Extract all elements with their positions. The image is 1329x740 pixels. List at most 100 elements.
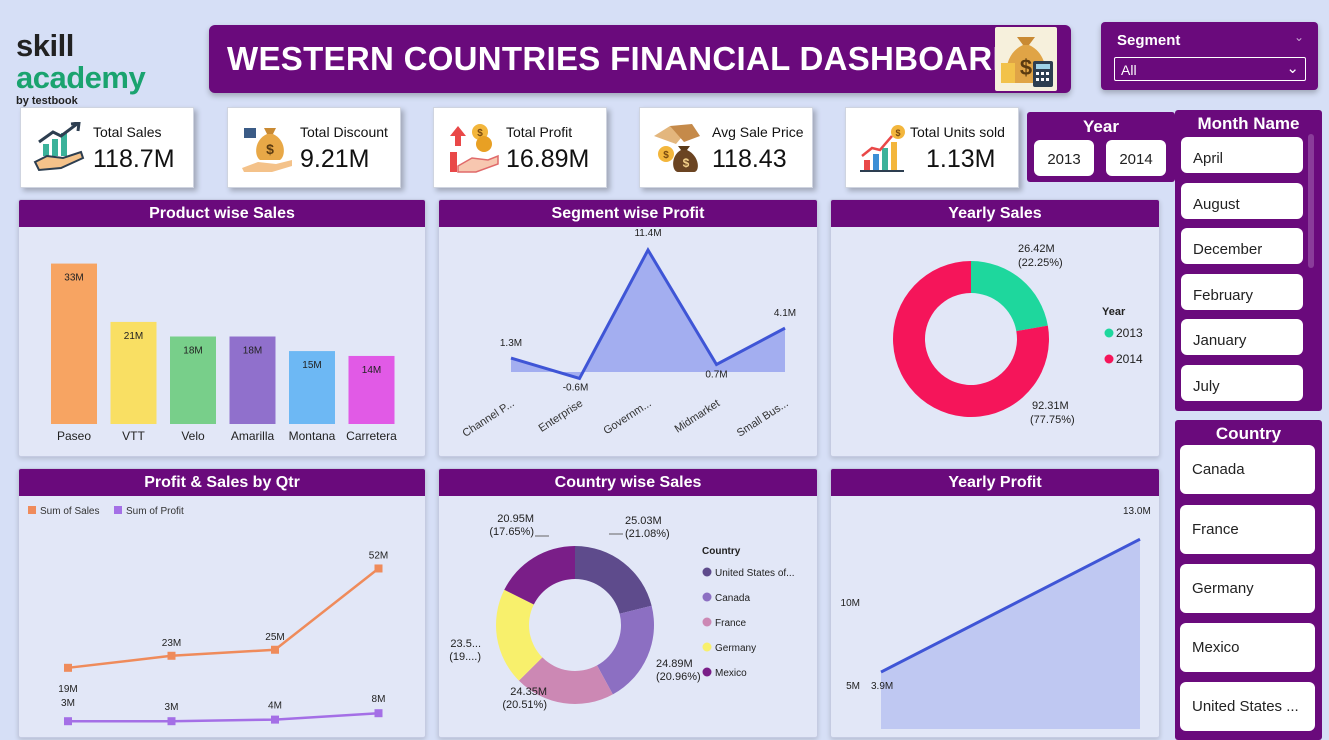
chevron-collapse-icon[interactable]: ⌄ (1293, 30, 1304, 44)
slice-data-label: (17.65%) (489, 526, 534, 538)
legend-marker (702, 617, 712, 627)
data-label: 3.9M (871, 681, 893, 692)
month-option-december[interactable]: December (1181, 228, 1303, 264)
series-line (68, 711, 379, 723)
month-option-april[interactable]: April (1181, 137, 1303, 173)
legend-marker (1104, 328, 1114, 338)
area-fill (511, 250, 785, 379)
legend-label: 2013 (1116, 326, 1143, 340)
x-tick-label: Midmarket (673, 397, 723, 435)
y-tick-label: 10M (841, 598, 860, 609)
bar (348, 355, 395, 424)
series-marker (271, 645, 279, 654)
kpi-title: Total Discount (300, 124, 388, 140)
month-scrollbar[interactable] (1308, 134, 1314, 268)
bar-data-label: 33M (64, 273, 83, 284)
data-label: 3M (165, 702, 179, 713)
kpi-total-discount: $ Total Discount 9.21M (227, 107, 401, 188)
x-tick-label: Governm... (601, 397, 653, 437)
x-tick-label: Montana (289, 429, 336, 443)
month-slicer: Month Name April August December Februar… (1175, 110, 1322, 411)
brand-logo: skill academy by testbook (16, 28, 206, 108)
y-tick-label: 5M (846, 681, 860, 692)
page-title: WESTERN COUNTRIES FINANCIAL DASHBOARD (227, 40, 1017, 77)
x-tick-label: Amarilla (231, 429, 275, 443)
slice-data-label: 25.03M (625, 515, 662, 527)
bar-data-label: 21M (124, 331, 143, 342)
series-marker (271, 715, 279, 724)
donut-slice (575, 546, 652, 614)
year-option-2013[interactable]: 2013 (1034, 140, 1094, 176)
slice-data-label: (20.96%) (656, 671, 701, 683)
data-label: 11.4M (634, 228, 661, 239)
svg-text:$: $ (477, 128, 483, 139)
slice-data-label: (22.25%) (1018, 257, 1063, 269)
slice-data-label: 26.42M (1018, 243, 1055, 255)
bar (170, 336, 216, 424)
svg-text:$: $ (663, 150, 669, 161)
qtr-card: Profit & Sales by Qtr Sum of Sales Sum of… (18, 468, 426, 738)
bar (51, 263, 97, 424)
legend-label: Sum of Sales (40, 506, 99, 517)
country-option-germany[interactable]: Germany (1180, 564, 1315, 613)
kpi-avg-sale-price: $ $ Avg Sale Price 118.43 (639, 107, 813, 188)
year-label: Year (1083, 117, 1119, 136)
money-bag-hand-icon: $ (240, 122, 294, 174)
month-option-february[interactable]: February (1181, 274, 1303, 310)
month-option-january[interactable]: January (1181, 319, 1303, 355)
legend-title: Year (1102, 306, 1126, 318)
x-tick-label: VTT (122, 429, 145, 443)
segment-value: All (1121, 62, 1137, 78)
slice-data-label: (19....) (449, 651, 481, 663)
x-tick-label: Small Bus... (735, 397, 791, 439)
series-marker (64, 717, 72, 726)
data-label: 0.7M (705, 370, 727, 381)
x-tick-label: Enterprise (537, 397, 586, 434)
logo-text-a: skill (16, 28, 74, 63)
slice-data-label: (20.51%) (502, 699, 547, 711)
country-option-united-states[interactable]: United States ... (1180, 682, 1315, 731)
country-option-canada[interactable]: Canada (1180, 445, 1315, 494)
month-option-august[interactable]: August (1181, 183, 1303, 219)
segment-profit-chart: 1.3M Channel P... -0.6M Enterprise 11.4M Gove… (461, 228, 797, 440)
year-option-2014[interactable]: 2014 (1106, 140, 1166, 176)
series-marker (374, 709, 383, 718)
qtr-chart: Sum of Sales Sum of Profit 19M 23M 25M 52M 3M 3… (28, 506, 388, 726)
slice-data-label: (77.75%) (1030, 414, 1075, 426)
country-slicer: Country Canada France Germany Mexico Uni… (1175, 420, 1322, 740)
legend-label: Mexico (715, 668, 747, 679)
bar-data-label: 18M (183, 346, 202, 357)
donut-slice (496, 589, 543, 681)
legend-marker (28, 506, 36, 514)
chart-title: Country wise Sales (439, 469, 817, 496)
x-tick-label: Channel P... (461, 397, 517, 439)
yearly-sales-chart: 26.42M (22.25%) 92.31M (77.75%) Year 2013 2014 (893, 243, 1143, 426)
product-sales-card: Product wise Sales 33M Paseo 21M VTT 18M Velo… (18, 199, 426, 457)
slice-data-label: 24.89M (656, 658, 693, 670)
kpi-title: Total Sales (93, 124, 162, 140)
kpi-title: Avg Sale Price (712, 124, 804, 140)
legend-label: 2014 (1116, 352, 1143, 366)
chart-title: Product wise Sales (19, 200, 425, 227)
svg-text:$: $ (1020, 55, 1032, 80)
units-chart-icon: $ (858, 122, 912, 174)
segment-slicer: Segment ⌄ All ⌄ (1101, 22, 1318, 90)
segment-dropdown[interactable]: All ⌄ (1114, 57, 1306, 81)
kpi-total-sales: Total Sales 118.7M (20, 107, 194, 188)
segment-label: Segment (1117, 32, 1181, 49)
kpi-title: Total Units sold (910, 124, 1005, 140)
chart-title: Profit & Sales by Qtr (19, 469, 425, 496)
svg-text:$: $ (895, 128, 900, 138)
legend-label: Germany (715, 643, 756, 654)
profit-coins-icon: $ (446, 122, 500, 174)
legend-label: United States of... (715, 568, 795, 579)
month-option-july[interactable]: July (1181, 365, 1303, 401)
country-option-france[interactable]: France (1180, 505, 1315, 554)
country-option-mexico[interactable]: Mexico (1180, 623, 1315, 672)
kpi-value: 1.13M (926, 145, 996, 173)
legend-marker (114, 506, 122, 514)
segment-profit-card: Segment wise Profit 1.3M Channel P... -0.6… (438, 199, 818, 457)
kpi-value: 118.7M (93, 145, 175, 173)
legend-marker (1104, 354, 1114, 364)
data-label: 4M (268, 701, 282, 712)
